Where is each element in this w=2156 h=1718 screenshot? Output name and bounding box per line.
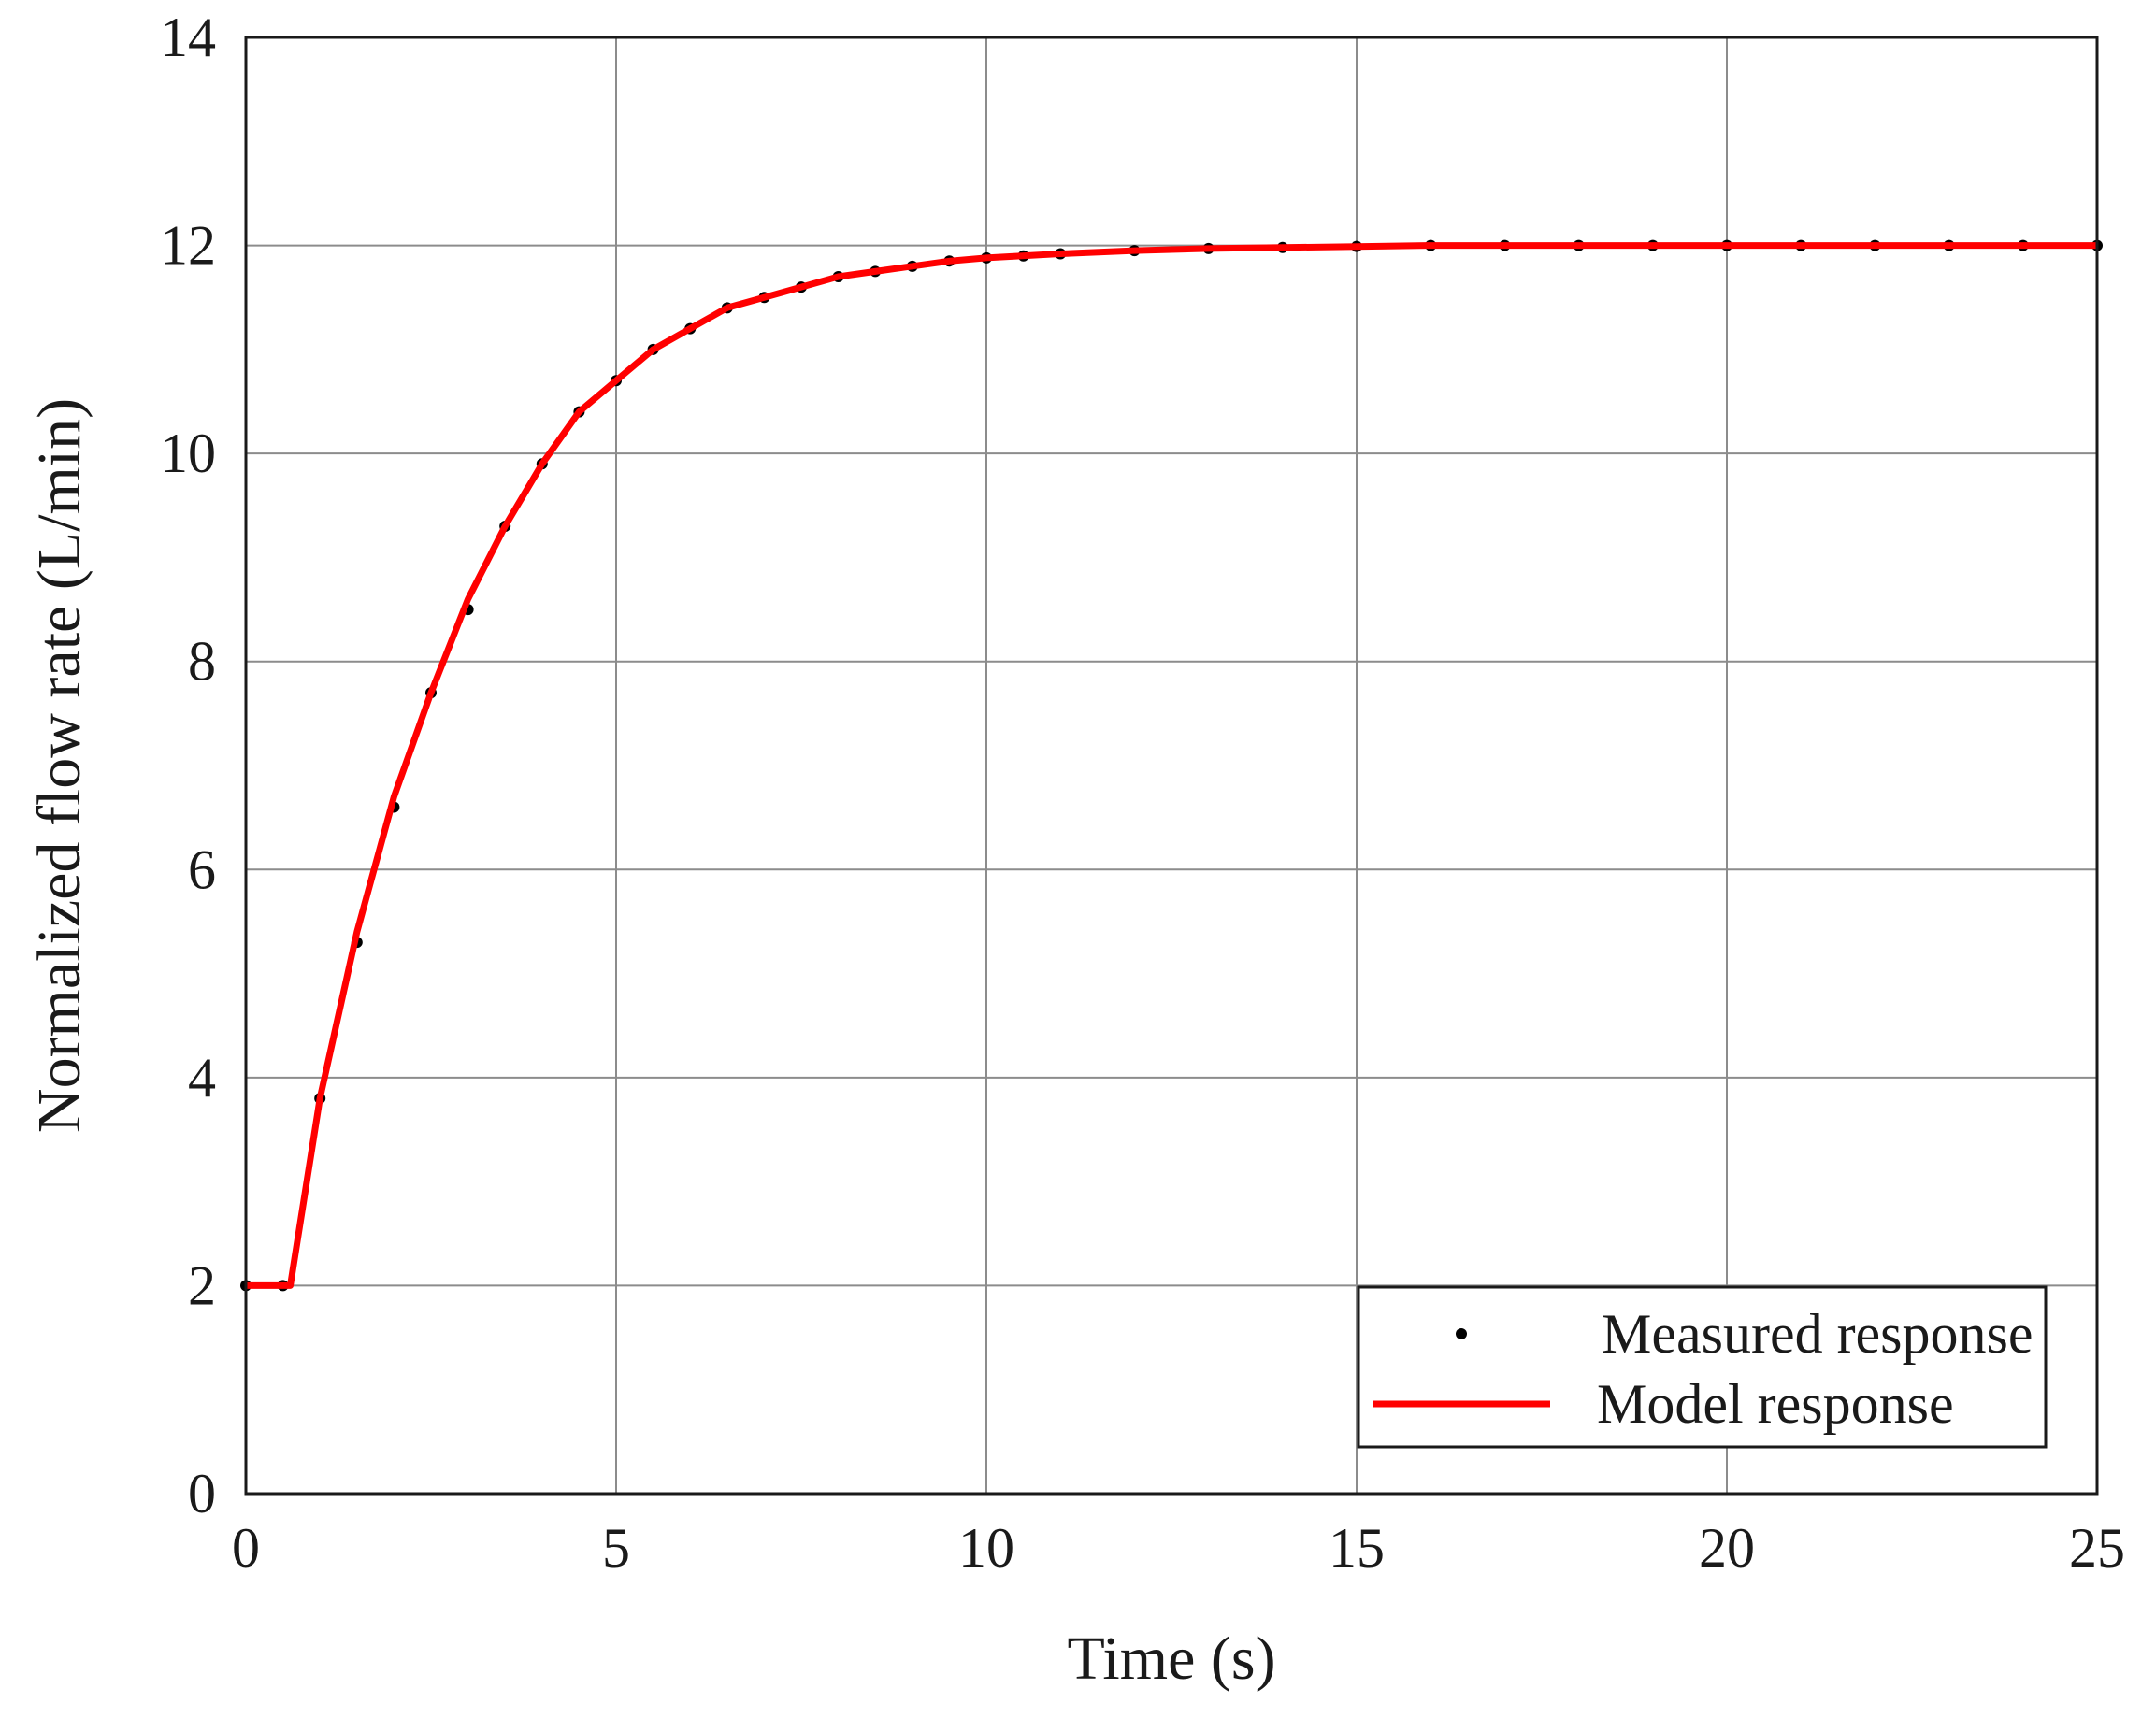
tick-labels: 0 5 10 15 20 25 0 2 4 6 8 10 12 14 bbox=[160, 7, 2125, 1579]
legend: Measured response Model response bbox=[1357, 1285, 2048, 1449]
x-tick-label: 0 bbox=[232, 1517, 260, 1579]
plot-data bbox=[240, 239, 2103, 1292]
legend-label-model: Model response bbox=[1597, 1373, 1954, 1435]
x-tick-label: 10 bbox=[958, 1517, 1014, 1579]
legend-box bbox=[1357, 1285, 2048, 1449]
y-tick-label: 14 bbox=[160, 7, 216, 68]
x-tick-label: 15 bbox=[1329, 1517, 1385, 1579]
y-tick-label: 4 bbox=[188, 1047, 216, 1109]
y-tick-label: 10 bbox=[160, 422, 216, 484]
y-axis-title: Normalized flow rate (L/min) bbox=[25, 398, 93, 1133]
x-tick-label: 20 bbox=[1699, 1517, 1755, 1579]
model-response-line bbox=[246, 242, 2097, 1289]
legend-label-measured: Measured response bbox=[1602, 1303, 2034, 1365]
y-tick-label: 6 bbox=[188, 838, 216, 900]
x-axis-title: Time (s) bbox=[1067, 1625, 1275, 1693]
plot-frame bbox=[244, 36, 2099, 1496]
y-tick-label: 8 bbox=[188, 631, 216, 693]
y-tick-label: 12 bbox=[160, 215, 216, 277]
legend-marker-measured bbox=[1456, 1328, 1467, 1339]
y-tick-label: 0 bbox=[188, 1463, 216, 1525]
x-tick-label: 5 bbox=[602, 1517, 630, 1579]
x-tick-label: 25 bbox=[2069, 1517, 2125, 1579]
y-tick-label: 2 bbox=[188, 1254, 216, 1316]
